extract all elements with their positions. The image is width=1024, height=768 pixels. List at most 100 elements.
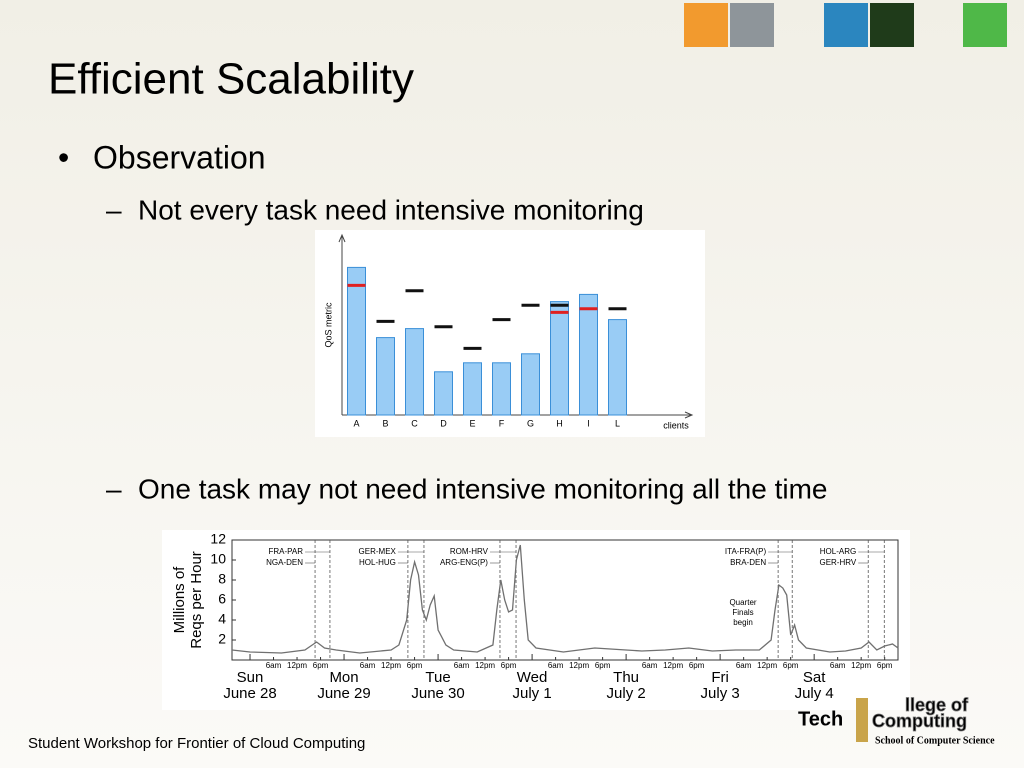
bar: [579, 293, 598, 416]
x-tick-label: 6pm: [407, 661, 423, 670]
x-tick-label: 6pm: [689, 661, 705, 670]
match-label: FRA-PAR: [269, 547, 304, 556]
y-tick-label: 6: [218, 591, 226, 607]
x-tick-label: 12pm: [475, 661, 495, 670]
x-tick-label: 12pm: [287, 661, 307, 670]
x-tick-label: A: [353, 418, 359, 428]
x-tick-label: 6am: [642, 661, 658, 670]
y-tick-label: 4: [218, 611, 226, 627]
y-tick-label: 12: [210, 531, 226, 547]
bar: [463, 362, 482, 416]
x-tick-label: 6am: [266, 661, 282, 670]
logo-tile: [824, 3, 868, 47]
x-tick-label: L: [615, 418, 620, 428]
x-tick-label: 12pm: [381, 661, 401, 670]
match-label: GER-HRV: [819, 558, 856, 567]
match-label: BRA-DEN: [730, 558, 766, 567]
match-label: GER-MEX: [359, 547, 397, 556]
x-tick-label: 6pm: [313, 661, 329, 670]
footer: Student Workshop for Frontier of Cloud C…: [28, 735, 365, 752]
day-label: Thu: [613, 669, 639, 686]
x-tick-label: 6pm: [501, 661, 517, 670]
bar: [376, 337, 395, 416]
match-label: NGA-DEN: [266, 558, 303, 567]
y-axis-label: Reqs per Hour: [188, 551, 205, 649]
x-tick-label: B: [382, 418, 388, 428]
match-label: ROM-HRV: [450, 547, 489, 556]
x-tick-label: G: [527, 418, 534, 428]
dash: –: [106, 194, 122, 225]
x-tick-label: C: [411, 418, 418, 428]
day-label: Mon: [329, 669, 358, 686]
date-label: June 29: [317, 685, 370, 702]
logo-text: Tech: [798, 708, 843, 730]
date-label: July 2: [607, 685, 646, 702]
bar: [550, 301, 569, 416]
match-label: ARG-ENG(P): [440, 558, 488, 567]
logo-tile: [730, 3, 774, 47]
date-label: July 1: [512, 685, 551, 702]
x-tick-label: 6pm: [877, 661, 893, 670]
chart-frame: [162, 530, 910, 710]
logo-tile: [870, 3, 914, 47]
bullet: Observation: [93, 139, 266, 175]
y-axis-label: Millions of: [171, 566, 188, 634]
slide-title: Efficient Scalability: [48, 55, 414, 104]
logo-tile: [963, 3, 1007, 47]
dash: –: [106, 473, 122, 504]
day-label: Tue: [425, 669, 450, 686]
logo-text: Computing: [872, 711, 967, 731]
x-tick-label: 12pm: [851, 661, 871, 670]
line: [231, 544, 899, 654]
x-tick-label: E: [469, 418, 475, 428]
x-tick-label: F: [499, 418, 505, 428]
match-label: HOL-ARG: [820, 547, 856, 556]
x-tick-label: 6am: [454, 661, 470, 670]
bullet-symbol: •: [58, 139, 69, 175]
sub-bullet: One task may not need intensive monitori…: [138, 473, 827, 504]
x-tick-label: I: [587, 418, 590, 428]
axis-arrow: [684, 411, 694, 419]
date-label: June 28: [223, 685, 276, 702]
bar: [492, 362, 511, 416]
match-label: ITA-FRA(P): [725, 547, 767, 556]
logo-text: School of Computer Science: [875, 735, 995, 746]
annotation: Quarter: [729, 598, 756, 607]
logo-column: [856, 698, 868, 742]
x-tick-label: 6am: [830, 661, 846, 670]
annotation: begin: [733, 618, 753, 627]
y-axis-label: QoS metric: [323, 302, 333, 348]
logo-text: llege of: [905, 695, 969, 715]
date-label: July 4: [795, 685, 834, 702]
x-tick-label: 12pm: [757, 661, 777, 670]
bar: [434, 371, 453, 416]
y-tick-label: 10: [210, 551, 226, 567]
axis-arrow: [338, 233, 346, 243]
y-tick-label: 2: [218, 631, 226, 647]
x-tick-label: 6pm: [595, 661, 611, 670]
x-tick-label: 12pm: [569, 661, 589, 670]
annotation: Finals: [732, 608, 753, 617]
x-tick-label: 12pm: [663, 661, 683, 670]
y-tick-label: 8: [218, 571, 226, 587]
logo-tile: [684, 3, 728, 47]
day-label: Fri: [711, 669, 729, 686]
date-label: July 3: [701, 685, 740, 702]
x-tick-label: D: [440, 418, 447, 428]
bar: [608, 319, 627, 416]
x-axis-label: clients: [663, 420, 689, 430]
bar: [521, 353, 540, 416]
x-tick-label: 6am: [736, 661, 752, 670]
day-label: Wed: [517, 669, 548, 686]
day-label: Sun: [237, 669, 264, 686]
date-label: June 30: [411, 685, 464, 702]
x-tick-label: 6pm: [783, 661, 799, 670]
day-label: Sat: [803, 669, 826, 686]
sub-bullet: Not every task need intensive monitoring: [138, 194, 644, 225]
bar: [347, 266, 366, 416]
x-tick-label: H: [556, 418, 563, 428]
match-label: HOL-HUG: [359, 558, 396, 567]
x-tick-label: 6am: [360, 661, 376, 670]
bar: [405, 328, 424, 416]
